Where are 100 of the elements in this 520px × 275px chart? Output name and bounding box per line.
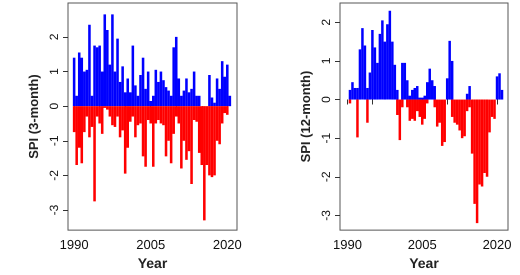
- bar: [126, 78, 130, 106]
- bar: [411, 90, 414, 100]
- bar: [114, 106, 116, 127]
- y-tick-label: -1: [319, 132, 333, 144]
- bar: [198, 96, 200, 106]
- bar: [160, 72, 162, 106]
- bar: [72, 58, 76, 106]
- bar: [453, 100, 456, 123]
- bar: [436, 100, 438, 127]
- y-tick-label: 2: [47, 33, 61, 40]
- bar: [460, 100, 464, 138]
- bar: [371, 30, 374, 100]
- x-tick-label: 2005: [408, 237, 437, 252]
- y-axis-title: SPI (3-month): [26, 74, 42, 159]
- bar: [144, 106, 147, 167]
- bar: [124, 106, 126, 174]
- bar: [185, 78, 188, 106]
- bar: [443, 100, 446, 142]
- bar: [226, 106, 229, 115]
- bar: [463, 100, 466, 136]
- bar: [404, 62, 406, 100]
- bar: [448, 40, 451, 100]
- bar: [160, 106, 162, 124]
- bar: [408, 100, 412, 121]
- bar: [75, 106, 78, 166]
- bar: [440, 100, 444, 146]
- bar: [180, 106, 183, 168]
- x-tick-label: 2020: [482, 237, 512, 252]
- bar: [152, 106, 155, 167]
- bar: [185, 106, 188, 160]
- bar: [381, 20, 384, 100]
- bar: [132, 46, 134, 106]
- bar: [157, 106, 160, 120]
- bar: [361, 28, 364, 100]
- bar: [416, 86, 419, 100]
- bar: [88, 106, 91, 138]
- y-tick-label: -2: [47, 170, 61, 181]
- bar: [154, 70, 158, 106]
- bar: [96, 47, 98, 106]
- bar: [421, 100, 424, 125]
- bar: [116, 38, 119, 106]
- bar: [98, 46, 101, 106]
- y-tick-label: 0: [319, 96, 333, 103]
- y-tick-label: 2: [319, 18, 333, 26]
- y-tick-label: 1: [47, 68, 61, 75]
- bar: [486, 100, 488, 177]
- bar: [100, 106, 104, 134]
- x-axis-title: Year: [409, 255, 440, 271]
- y-tick-label: 0: [47, 102, 61, 110]
- bar: [388, 10, 392, 100]
- y-tick-label: -3: [47, 204, 61, 216]
- y-tick-label: -1: [47, 135, 61, 146]
- bar: [142, 58, 144, 106]
- bar: [498, 73, 501, 100]
- bar: [351, 82, 354, 100]
- x-tick-label: 1990: [60, 237, 89, 252]
- y-tick-label: 1: [319, 57, 333, 64]
- x-tick-label: 2020: [212, 237, 242, 252]
- bar: [398, 100, 402, 140]
- y-tick-label: -3: [319, 210, 333, 221]
- bar: [93, 106, 96, 202]
- bar: [210, 106, 214, 178]
- bar: [476, 100, 478, 224]
- bar: [428, 68, 431, 100]
- bar: [348, 100, 352, 104]
- bar: [170, 106, 172, 164]
- bar: [88, 24, 91, 106]
- bar: [111, 14, 114, 106]
- bar: [174, 36, 178, 106]
- bar: [414, 100, 416, 121]
- bar: [118, 106, 122, 138]
- bar: [93, 46, 96, 106]
- bar: [218, 106, 221, 144]
- x-tick-label: 2005: [136, 237, 166, 252]
- bar: [146, 72, 150, 106]
- bar: [220, 61, 224, 106]
- y-axis-title: SPI (12-month): [298, 70, 314, 162]
- bar: [480, 100, 484, 186]
- bar: [164, 106, 168, 156]
- bar: [401, 62, 404, 100]
- x-tick-label: 1990: [333, 237, 362, 252]
- bar: [78, 52, 81, 106]
- bar: [213, 106, 216, 176]
- bar: [208, 106, 211, 176]
- bar: [216, 78, 218, 106]
- bar: [190, 106, 193, 184]
- bar: [493, 100, 496, 119]
- bar: [496, 76, 498, 100]
- bar: [366, 100, 369, 123]
- bar: [111, 106, 114, 126]
- bar: [167, 90, 170, 106]
- bar: [192, 72, 196, 106]
- x-axis-title: Year: [138, 255, 168, 271]
- y-tick-label: -2: [319, 171, 333, 182]
- bar: [208, 75, 211, 106]
- bar: [356, 100, 359, 138]
- bar: [468, 86, 471, 100]
- bar: [80, 106, 84, 164]
- bar: [134, 106, 137, 138]
- bar: [121, 66, 124, 106]
